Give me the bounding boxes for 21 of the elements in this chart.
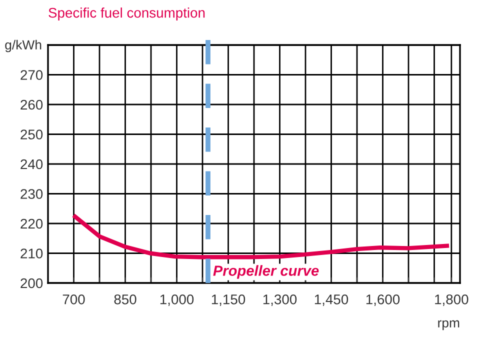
y-tick-label: 250	[20, 130, 43, 140]
x-tick-label: 1,150	[212, 294, 246, 306]
y-tick-label: 200	[20, 278, 43, 288]
y-axis-title: g/kWh	[5, 40, 42, 52]
y-tick-label: 220	[20, 218, 43, 229]
x-tick-label: 700	[62, 294, 85, 304]
x-tick-label: 850	[114, 294, 136, 304]
y-tick-label: 240	[20, 159, 43, 170]
x-axis-title: rpm	[438, 320, 460, 330]
x-tick-label: 1,450	[314, 294, 348, 306]
x-tick-label: 1,800	[435, 294, 468, 306]
chart-title: Specific fuel consumption	[48, 8, 205, 20]
y-tick-label: 270	[20, 70, 43, 80]
y-tick-label: 210	[20, 248, 43, 258]
x-tick-label: 1,000	[160, 294, 194, 306]
x-tick-label: 1,600	[366, 294, 400, 306]
y-tick-label: 260	[20, 100, 43, 110]
annotation: Propeller curve	[213, 265, 319, 279]
line-series	[73, 214, 450, 260]
x-tick-label: 1,300	[263, 294, 297, 306]
y-tick-label: 230	[20, 189, 43, 199]
